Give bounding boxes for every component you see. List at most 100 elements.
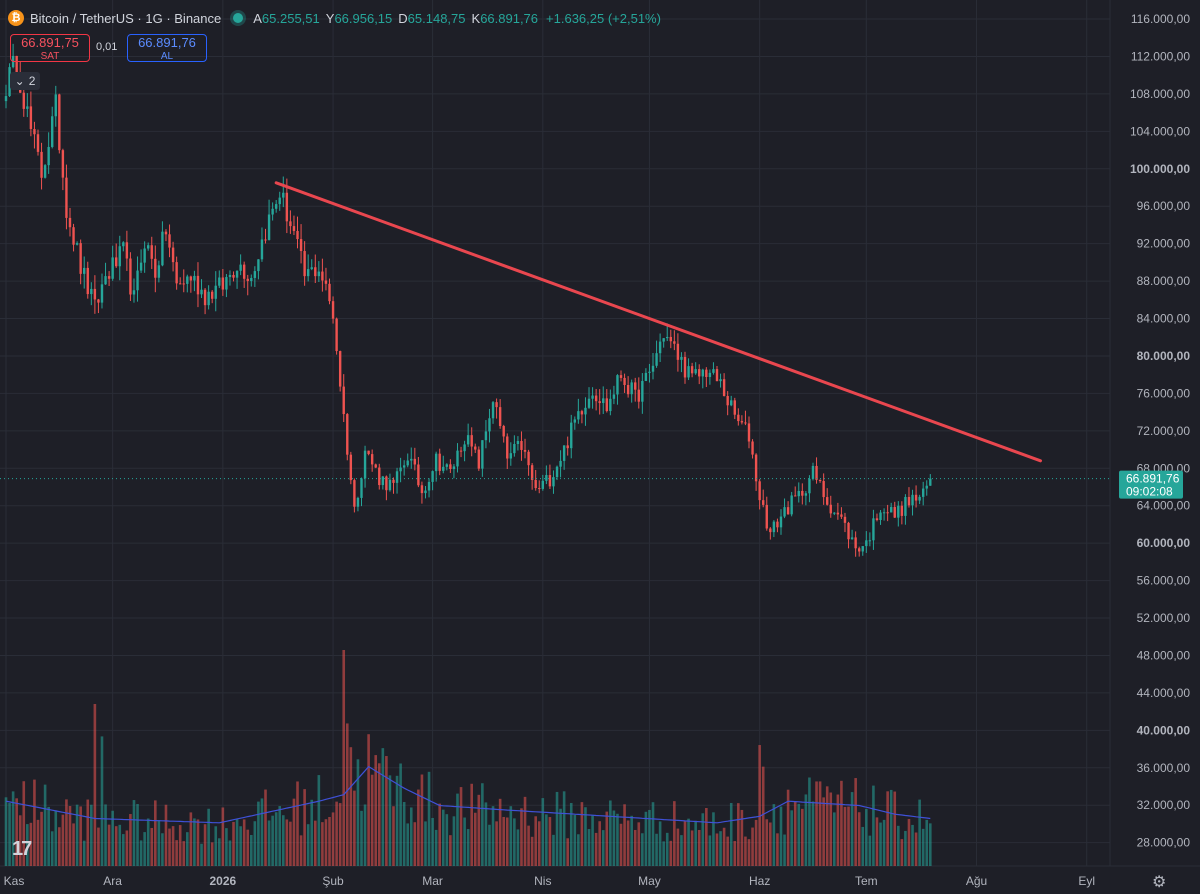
candle-body <box>399 467 402 472</box>
candle-body <box>321 271 324 281</box>
candle-body <box>498 407 502 427</box>
candle-body <box>534 479 537 489</box>
candle-body <box>72 227 75 245</box>
volume-bar <box>114 826 118 866</box>
candle-body <box>356 497 360 507</box>
indicators-toggle-button[interactable]: ⌄ 2 <box>10 72 40 90</box>
volume-bar <box>534 816 537 866</box>
candle-body <box>61 150 65 178</box>
gear-icon[interactable]: ⚙ <box>1152 874 1167 891</box>
volume-bar <box>822 797 825 866</box>
candle-body <box>264 239 267 241</box>
volume-bar <box>545 814 548 866</box>
candle-body <box>548 475 552 487</box>
candle-body <box>566 445 569 449</box>
volume-bar <box>872 785 875 866</box>
candle-body <box>783 507 786 517</box>
volume-bar <box>324 819 328 866</box>
candle-body <box>552 477 555 487</box>
volume-bar <box>345 723 349 866</box>
volume-bar <box>452 816 456 866</box>
volume-bar <box>285 819 289 866</box>
candle-body <box>804 493 808 496</box>
volume-bar <box>751 827 754 866</box>
candle-body <box>747 423 751 442</box>
candle-body <box>570 422 573 449</box>
volume-bar <box>779 806 783 866</box>
sell-button[interactable]: 66.891,75 SAT <box>10 34 90 62</box>
candle-body <box>445 464 449 467</box>
candle-body <box>769 528 772 533</box>
candle-body <box>367 450 370 455</box>
candle-body <box>815 465 818 480</box>
candle-body <box>488 418 491 432</box>
volume-bar <box>658 821 662 866</box>
volume-bar <box>580 802 584 866</box>
volume-bar <box>783 834 786 866</box>
volume-bar <box>697 829 701 866</box>
candle-body <box>200 289 203 295</box>
tradingview-logo[interactable]: 17 <box>12 838 32 860</box>
candle-body <box>289 221 292 227</box>
volume-bar <box>50 831 54 866</box>
volume-bar <box>129 814 132 866</box>
candle-body <box>466 435 470 445</box>
volume-bar <box>882 819 886 866</box>
price-tick-label: 56.000,00 <box>1137 574 1191 588</box>
volume-bar <box>907 818 911 866</box>
symbol-title[interactable]: Bitcoin / TetherUS · 1G · Binance <box>30 10 222 26</box>
candle-body <box>83 267 86 274</box>
volume-bar <box>296 781 299 866</box>
volume-bar <box>605 811 609 866</box>
volume-bar <box>804 794 808 866</box>
candle-body <box>506 436 509 459</box>
candle-body <box>875 518 879 521</box>
volume-bar <box>637 822 641 866</box>
volume-bar <box>473 812 477 866</box>
candle-body <box>591 395 594 399</box>
candle-body <box>346 414 349 455</box>
candle-body <box>474 446 477 450</box>
low-label: D <box>398 10 408 26</box>
sell-label: SAT <box>40 51 60 62</box>
candle-body <box>637 389 640 402</box>
volume-bar <box>154 800 157 866</box>
volume-moving-average-line <box>5 765 931 824</box>
candle-body <box>719 379 722 382</box>
volume-bar <box>818 781 822 866</box>
buy-label: AL <box>160 51 174 62</box>
volume-bar <box>97 827 100 866</box>
volume-bar <box>911 824 914 866</box>
resistance-trendline[interactable] <box>274 181 1043 463</box>
candle-body <box>754 454 758 482</box>
candle-body <box>15 55 18 75</box>
time-tick-label: May <box>638 874 661 888</box>
price-tick-label: 40.000,00 <box>1137 723 1191 737</box>
volume-bar <box>90 804 93 866</box>
price-tick-label: 28.000,00 <box>1137 836 1191 850</box>
volume-bar <box>861 826 865 866</box>
price-tick-label: 116.000,00 <box>1131 12 1190 26</box>
candle-body <box>246 278 249 282</box>
volume-bar <box>292 798 296 866</box>
candle-body <box>520 441 523 450</box>
candle-body <box>712 369 715 373</box>
candle-body <box>342 386 345 415</box>
volume-bar <box>722 827 726 866</box>
candle-body <box>562 445 566 461</box>
candle-body <box>239 264 242 271</box>
candle-body <box>65 177 68 218</box>
candle-body <box>609 398 612 412</box>
volume-bar <box>235 819 239 866</box>
candle-body <box>150 245 153 259</box>
buy-button[interactable]: 66.891,76 AL <box>127 34 207 62</box>
candle-body <box>182 283 185 285</box>
candle-body <box>136 270 139 291</box>
time-axis: Kas Ara 2026 Şub Mar Nis May Haz Tem Ağu Eyl <box>4 874 1095 888</box>
volume-bar <box>335 801 338 866</box>
candle-body <box>51 116 54 147</box>
volume-bar <box>438 803 442 866</box>
volume-bar <box>552 834 555 866</box>
candle-body <box>929 478 932 486</box>
